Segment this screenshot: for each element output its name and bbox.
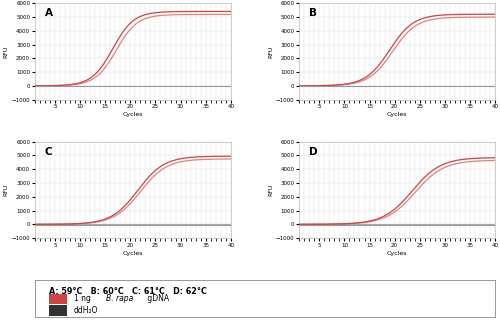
- Text: 1 ng: 1 ng: [74, 294, 94, 303]
- Y-axis label: RFU: RFU: [268, 184, 273, 196]
- Text: A: A: [45, 8, 53, 18]
- Text: D: D: [309, 147, 318, 156]
- Bar: [49, 306, 67, 316]
- Text: A: 59°C   B: 60°C   C: 61°C   D: 62°C: A: 59°C B: 60°C C: 61°C D: 62°C: [49, 287, 206, 297]
- X-axis label: Cycles: Cycles: [122, 251, 143, 256]
- Text: ddH₂O: ddH₂O: [74, 306, 98, 315]
- Bar: [49, 294, 67, 304]
- X-axis label: Cycles: Cycles: [387, 251, 407, 256]
- Y-axis label: RFU: RFU: [4, 45, 8, 58]
- Text: B. rapa: B. rapa: [106, 294, 134, 303]
- Text: gDNA: gDNA: [146, 294, 170, 303]
- Text: C: C: [45, 147, 52, 156]
- X-axis label: Cycles: Cycles: [387, 112, 407, 117]
- Y-axis label: RFU: RFU: [4, 184, 8, 196]
- Text: B: B: [309, 8, 317, 18]
- Y-axis label: RFU: RFU: [268, 45, 273, 58]
- X-axis label: Cycles: Cycles: [122, 112, 143, 117]
